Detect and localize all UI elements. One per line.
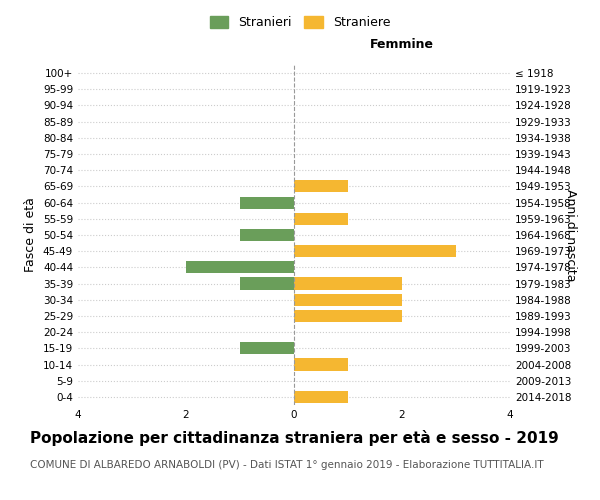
Bar <box>294 245 456 258</box>
Bar <box>294 212 348 225</box>
Bar <box>294 278 402 289</box>
Bar <box>186 262 294 274</box>
Text: Femmine: Femmine <box>370 38 434 52</box>
Bar <box>294 310 402 322</box>
Bar <box>294 294 402 306</box>
Bar <box>240 229 294 241</box>
Y-axis label: Anni di nascita: Anni di nascita <box>564 188 577 281</box>
Y-axis label: Fasce di età: Fasce di età <box>25 198 37 272</box>
Bar <box>294 358 348 370</box>
Text: Popolazione per cittadinanza straniera per età e sesso - 2019: Popolazione per cittadinanza straniera p… <box>30 430 559 446</box>
Bar <box>294 180 348 192</box>
Bar <box>294 391 348 403</box>
Bar <box>240 278 294 289</box>
Bar <box>240 342 294 354</box>
Bar <box>240 196 294 208</box>
Legend: Stranieri, Straniere: Stranieri, Straniere <box>205 11 395 34</box>
Text: COMUNE DI ALBAREDO ARNABOLDI (PV) - Dati ISTAT 1° gennaio 2019 - Elaborazione TU: COMUNE DI ALBAREDO ARNABOLDI (PV) - Dati… <box>30 460 544 470</box>
